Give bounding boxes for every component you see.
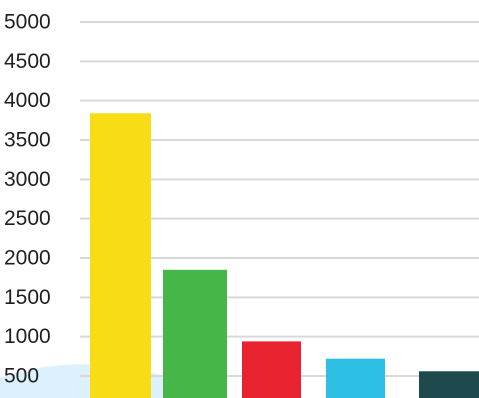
y-tick-label: 2000	[4, 247, 51, 270]
y-tick-label: 3500	[4, 129, 51, 152]
y-tick-label: 3000	[4, 168, 51, 191]
y-tick-label: 2500	[4, 207, 51, 230]
bar	[163, 269, 227, 398]
y-tick-label: 5000	[4, 11, 51, 34]
y-tick-label: 1500	[4, 286, 51, 309]
y-tick-label: 4000	[4, 89, 51, 112]
bars	[90, 113, 479, 398]
y-axis-tick-labels: 500 1000 1500 2000 2500 3000 3500 4000 4500 5000	[4, 11, 51, 388]
y-tick-label: 4500	[4, 50, 51, 73]
bar	[242, 341, 301, 398]
bar	[326, 358, 385, 398]
y-tick-label: 1000	[4, 325, 51, 348]
y-tick-label: 500	[4, 365, 39, 388]
bar	[90, 113, 151, 398]
bar	[419, 371, 479, 398]
